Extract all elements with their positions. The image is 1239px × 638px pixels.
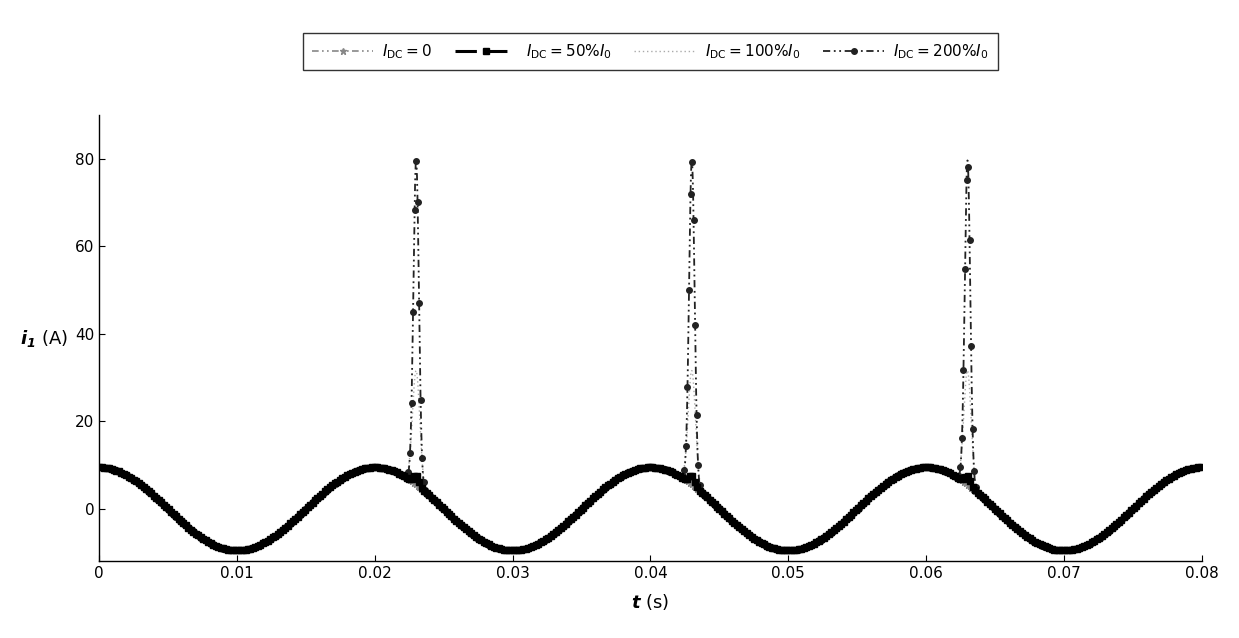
Legend: $I_\mathrm{DC}{=}0$, $I_\mathrm{DC}{=}50\%I_0$, $I_\mathrm{DC}{=}100\%I_0$, $I_\: $I_\mathrm{DC}{=}0$, $I_\mathrm{DC}{=}50… xyxy=(302,33,999,70)
Y-axis label: $\bfit{i}_1$ (A): $\bfit{i}_1$ (A) xyxy=(20,328,68,348)
X-axis label: $\bfit{t}$ (s): $\bfit{t}$ (s) xyxy=(632,593,669,612)
